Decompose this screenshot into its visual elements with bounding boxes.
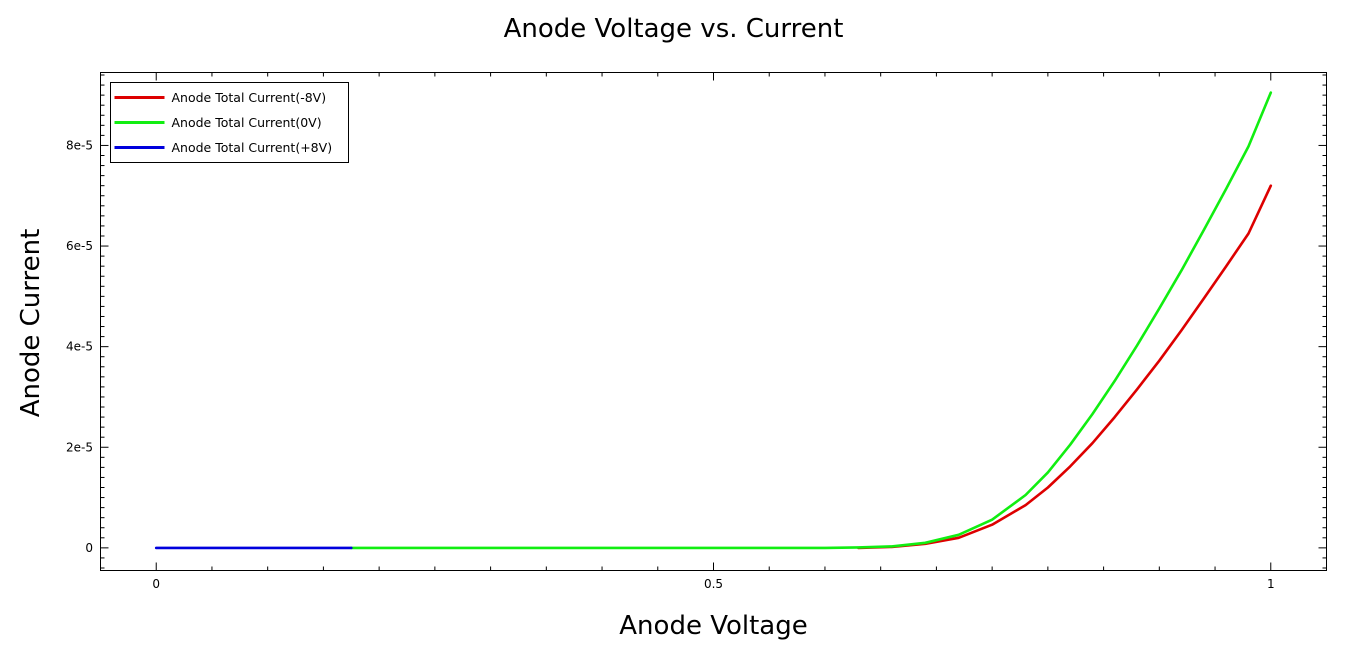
axis-ticks: 0 0.5 1 0 2e-5 4e-5 6e-5 8e-5: [66, 72, 1327, 591]
y-tick-label: 4e-5: [66, 340, 93, 354]
legend-entry-label: Anode Total Current(-8V): [172, 90, 327, 105]
series-lines: [154, 91, 1273, 550]
x-tick-label: 1: [1267, 577, 1275, 591]
y-tick-label: 2e-5: [66, 440, 93, 454]
y-tick-label: 0: [85, 541, 93, 555]
y-tick-label: 6e-5: [66, 239, 93, 253]
x-tick-label: 0: [152, 577, 160, 591]
y-tick-label: 8e-5: [66, 138, 93, 152]
legend-entry-label: Anode Total Current(+8V): [172, 140, 333, 155]
chart-title: Anode Voltage vs. Current: [503, 14, 844, 44]
series-line-2: [349, 91, 1273, 550]
x-axis-label: Anode Voltage: [619, 611, 808, 641]
legend-entry-label: Anode Total Current(0V): [172, 115, 322, 130]
series-line-1: [857, 184, 1273, 550]
legend: Anode Total Current(-8V) Anode Total Curr…: [110, 82, 349, 163]
x-tick-label: 0.5: [704, 577, 723, 591]
